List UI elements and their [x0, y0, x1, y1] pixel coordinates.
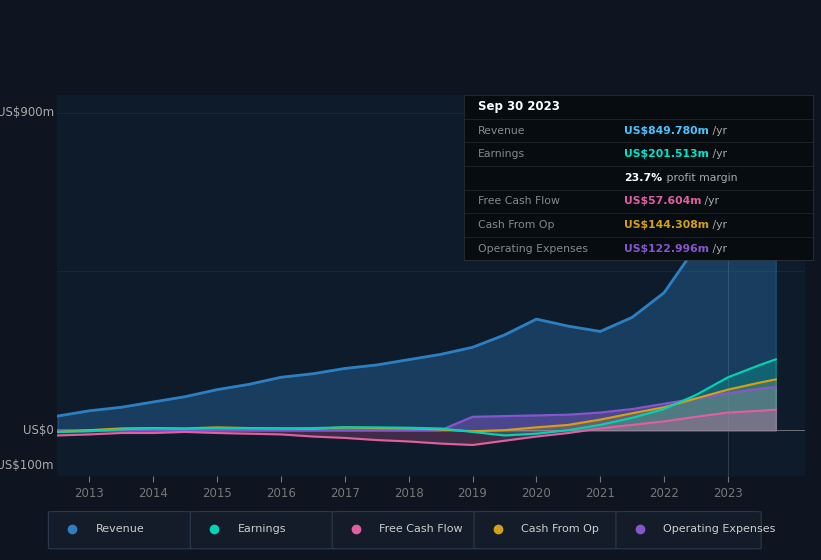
Text: /yr: /yr — [709, 244, 727, 254]
Text: US$144.308m: US$144.308m — [624, 220, 709, 230]
Text: Free Cash Flow: Free Cash Flow — [478, 197, 560, 207]
Text: US$122.996m: US$122.996m — [624, 244, 709, 254]
FancyBboxPatch shape — [190, 512, 336, 549]
Text: profit margin: profit margin — [663, 173, 737, 183]
Text: US$201.513m: US$201.513m — [624, 149, 709, 159]
Text: Sep 30 2023: Sep 30 2023 — [478, 100, 560, 114]
Text: US$849.780m: US$849.780m — [624, 125, 709, 136]
Text: Free Cash Flow: Free Cash Flow — [379, 524, 463, 534]
FancyBboxPatch shape — [333, 512, 478, 549]
Text: US$57.604m: US$57.604m — [624, 197, 702, 207]
Text: Operating Expenses: Operating Expenses — [663, 524, 776, 534]
FancyBboxPatch shape — [616, 512, 761, 549]
Text: US$900m: US$900m — [0, 106, 53, 119]
Text: /yr: /yr — [709, 125, 727, 136]
FancyBboxPatch shape — [474, 512, 619, 549]
Text: Earnings: Earnings — [478, 149, 525, 159]
FancyBboxPatch shape — [48, 512, 194, 549]
Text: Revenue: Revenue — [96, 524, 144, 534]
Text: /yr: /yr — [709, 220, 727, 230]
Text: US$0: US$0 — [23, 424, 53, 437]
Text: Cash From Op: Cash From Op — [521, 524, 599, 534]
Text: Revenue: Revenue — [478, 125, 525, 136]
Text: /yr: /yr — [701, 197, 719, 207]
Text: /yr: /yr — [709, 149, 727, 159]
Text: 23.7%: 23.7% — [624, 173, 663, 183]
Text: Operating Expenses: Operating Expenses — [478, 244, 588, 254]
Text: Earnings: Earnings — [237, 524, 286, 534]
Text: Cash From Op: Cash From Op — [478, 220, 554, 230]
Text: -US$100m: -US$100m — [0, 459, 53, 472]
